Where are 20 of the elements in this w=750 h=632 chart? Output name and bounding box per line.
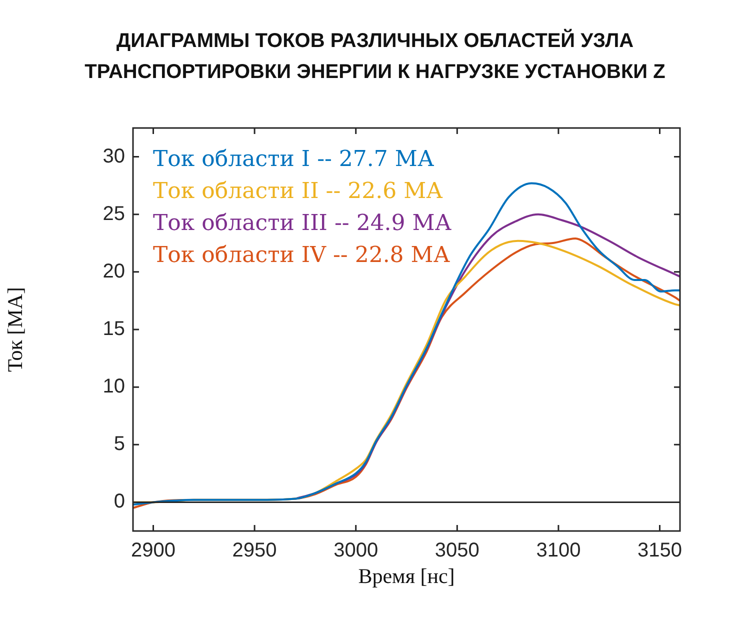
y-tick-label: 30: [102, 145, 125, 168]
y-tick-label: 15: [102, 318, 125, 340]
chart-title: ДИАГРАММЫ ТОКОВ РАЗЛИЧНЫХ ОБЛАСТЕЙ УЗЛА ТРАНСПОРТИРОВКИ ЭНЕРГИИ К НАГРУЗКЕ УСТАНОВКИ Z: [84, 28, 666, 85]
text: Ток области II -- 22.6 МА: [153, 179, 444, 204]
x-tick-label: 2950: [232, 540, 277, 562]
x-tick-label: 3150: [637, 540, 682, 562]
y-axis-title: Ток [МА]: [3, 286, 28, 372]
x-tick-label: 3100: [536, 540, 581, 562]
text: Ток области I -- 27.7 МА: [153, 147, 434, 172]
y-tick-label: 20: [102, 260, 125, 282]
x-axis-title: Время [нс]: [358, 564, 455, 588]
y-tick-label: 5: [114, 433, 125, 456]
y-tick-label: 0: [114, 490, 125, 513]
y-tick-label: 25: [102, 202, 125, 225]
x-tick-label: 2900: [131, 540, 176, 562]
y-tick-label: 10: [102, 376, 125, 398]
series-label: Ток области III -- 24.9 МА: [153, 211, 452, 236]
series-label: Ток области IV -- 22.8 МА: [153, 243, 450, 268]
x-tick-label: 3000: [334, 540, 378, 562]
x-tick-label: 3050: [434, 540, 480, 562]
